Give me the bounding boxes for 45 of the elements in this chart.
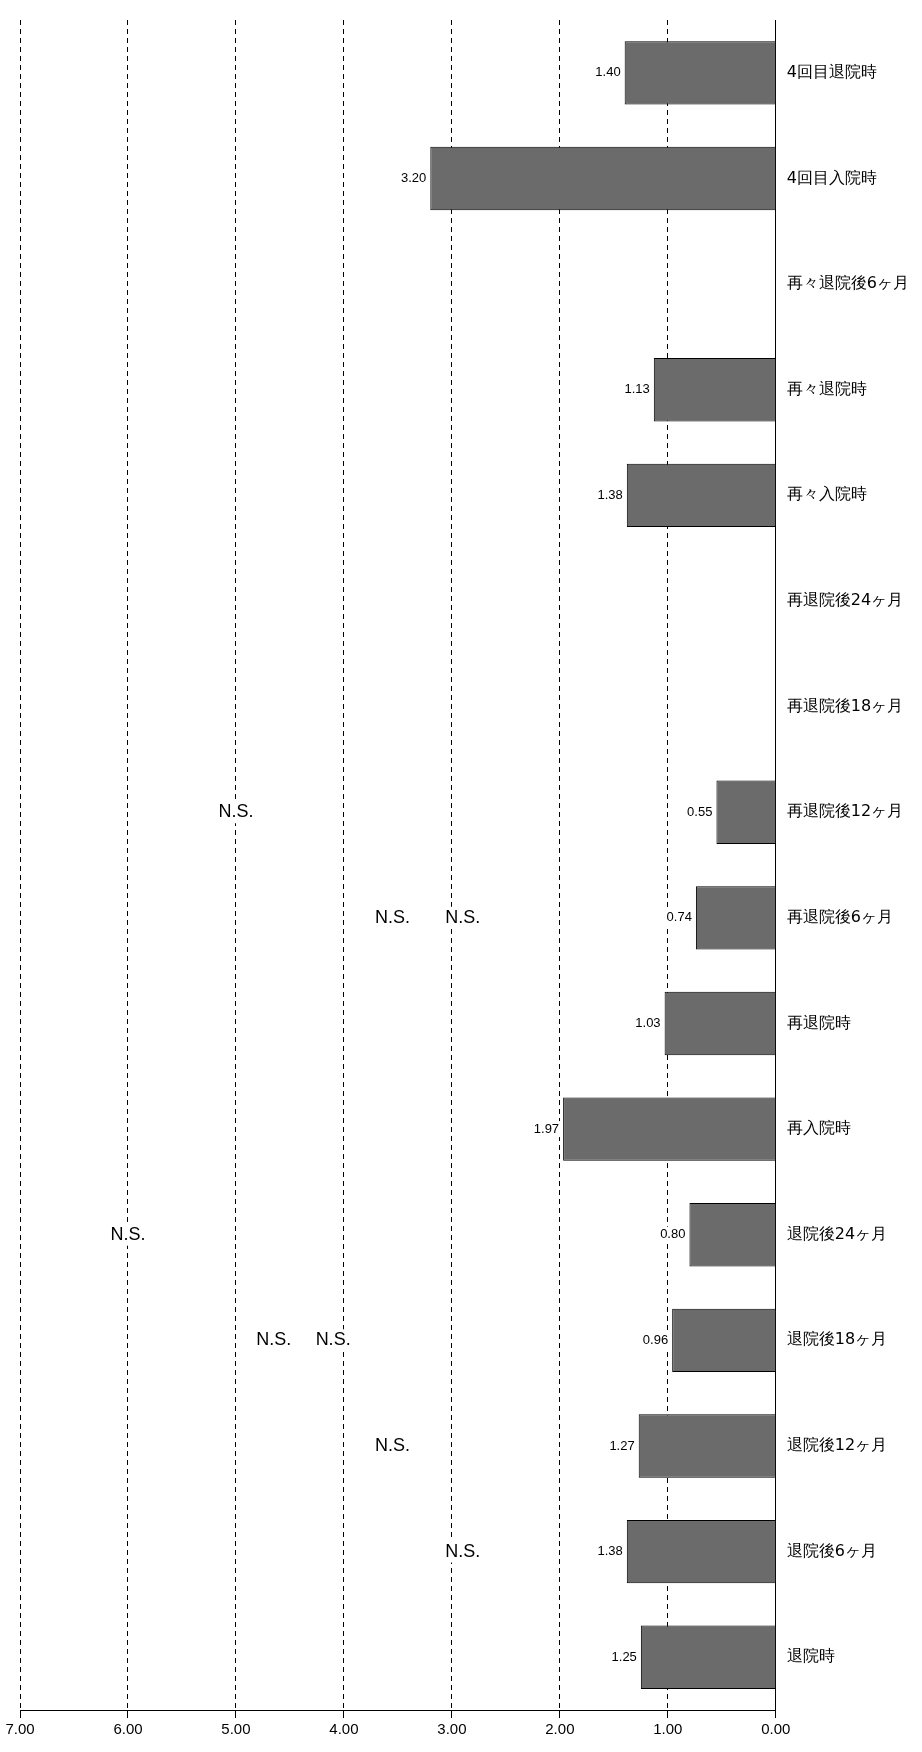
x-tick-label: 1.00	[653, 1720, 683, 1738]
data-label: 0.55	[687, 803, 713, 819]
y-tick-label: 再退院後24ヶ月	[786, 590, 904, 610]
data-label: 1.27	[609, 1437, 635, 1453]
y-tick-label: 退院後12ヶ月	[786, 1435, 888, 1455]
annotation: N.S.	[218, 801, 254, 822]
x-tick-label: 5.00	[221, 1720, 251, 1738]
x-tick-label: 0.00	[761, 1720, 791, 1738]
data-label: 1.40	[595, 64, 621, 80]
data-label: 0.80	[660, 1226, 686, 1242]
data-label: 1.38	[597, 486, 623, 502]
data-label: 1.03	[635, 1015, 661, 1031]
y-tick-label: 再々入院時	[786, 484, 867, 504]
y-tick-label: 退院後24ヶ月	[786, 1223, 888, 1243]
x-tick-label: 3.00	[437, 1720, 467, 1738]
y-tick-label: 退院後18ヶ月	[786, 1329, 888, 1349]
data-label: 0.74	[666, 909, 692, 925]
data-label: 1.13	[624, 381, 650, 397]
x-tick-label: 7.00	[5, 1720, 35, 1738]
x-tick-label: 2.00	[545, 1720, 575, 1738]
data-label: 0.96	[642, 1331, 669, 1347]
y-tick-label: 再々退院後6ヶ月	[786, 273, 910, 293]
annotation: N.S.	[375, 1434, 411, 1455]
y-tick-label: 退院後6ヶ月	[786, 1540, 878, 1560]
annotation: N.S.	[315, 1329, 351, 1350]
data-label: 1.38	[597, 1543, 623, 1559]
annotation: N.S.	[110, 1223, 146, 1244]
data-label: 1.97	[533, 1120, 560, 1136]
y-tick-label: 4回目退院時	[786, 61, 878, 81]
data-label: 3.20	[400, 170, 427, 186]
x-tick-label: 4.00	[329, 1720, 359, 1738]
y-tick-label: 再入院時	[786, 1118, 851, 1138]
y-tick-label: 再退院時	[786, 1012, 851, 1032]
y-tick-label: 再退院後18ヶ月	[786, 695, 904, 715]
annotation: N.S.	[375, 906, 411, 927]
y-tick-label: 再退院後12ヶ月	[786, 801, 904, 821]
annotation: N.S.	[445, 906, 481, 927]
y-tick-label: 4回目入院時	[786, 167, 878, 187]
y-tick-label: 再々退院時	[786, 378, 867, 398]
y-tick-label: 再退院後6ヶ月	[786, 906, 894, 926]
annotation: N.S.	[445, 1540, 481, 1561]
data-label: 1.25	[611, 1648, 637, 1664]
y-tick-label: 退院時	[786, 1646, 835, 1666]
x-tick-label: 6.00	[113, 1720, 143, 1738]
annotation: N.S.	[256, 1329, 292, 1350]
